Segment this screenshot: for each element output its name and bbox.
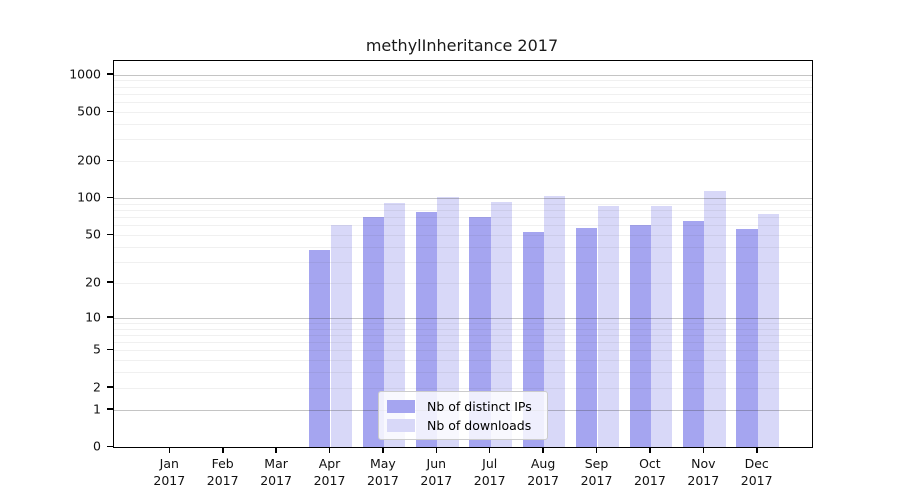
x-tick-label-jul: Jul 2017 — [473, 456, 506, 488]
y-tick-label-5: 5 — [93, 341, 101, 357]
bar-distinct-ips-sep — [576, 228, 598, 447]
y-tick-mark-2 — [107, 386, 113, 388]
y-tick-mark-500 — [107, 110, 113, 112]
y-tick-mark-1 — [107, 408, 113, 410]
x-tick-label-nov: Nov 2017 — [687, 456, 720, 488]
y-tick-mark-50 — [107, 233, 113, 236]
bar-distinct-ips-may — [362, 217, 384, 447]
x-tick-mark-nov — [702, 447, 704, 453]
y-tick-mark-200 — [107, 159, 113, 162]
bar-downloads-aug — [544, 195, 566, 447]
y-tick-label-1: 1 — [93, 401, 101, 417]
y-tick-label-100: 100 — [77, 189, 101, 205]
chart-title: methylInheritance 2017 — [365, 36, 559, 55]
y-tick-label-20: 20 — [85, 274, 101, 290]
bar-downloads-may — [383, 203, 406, 447]
x-tick-label-dec: Dec 2017 — [740, 456, 773, 488]
x-tick-mark-feb — [222, 447, 224, 453]
gridline-900 — [114, 80, 812, 82]
gridline-700 — [114, 93, 812, 95]
bar-distinct-ips-dec — [736, 229, 758, 447]
y-tick-label-200: 200 — [77, 152, 101, 168]
bar-distinct-ips-nov — [682, 221, 705, 447]
x-tick-label-sep: Sep 2017 — [580, 456, 613, 488]
x-tick-mark-aug — [542, 447, 544, 453]
bar-downloads-oct — [650, 206, 673, 447]
legend-label-downloads: Nb of downloads — [427, 417, 532, 433]
y-tick-mark-10 — [107, 316, 113, 318]
y-tick-mark-100 — [107, 196, 113, 199]
y-tick-label-10: 10 — [85, 309, 101, 325]
legend-swatch-distinct-ips-icon — [387, 399, 415, 413]
bar-distinct-ips-apr — [309, 249, 331, 447]
y-tick-label-2: 2 — [93, 379, 101, 395]
x-tick-mark-apr — [328, 447, 331, 453]
bar-distinct-ips-oct — [629, 225, 651, 447]
gridline-500 — [114, 112, 812, 113]
x-tick-mark-jun — [435, 447, 438, 453]
y-tick-label-500: 500 — [77, 103, 101, 119]
y-tick-label-50: 50 — [85, 226, 101, 242]
x-tick-label-oct: Oct 2017 — [633, 456, 666, 488]
legend-label-distinct-ips: Nb of distinct IPs — [427, 398, 532, 414]
x-tick-label-jan: Jan 2017 — [153, 456, 186, 488]
bar-downloads-jul — [490, 201, 513, 447]
x-tick-label-apr: Apr 2017 — [313, 456, 346, 488]
y-tick-mark-1000 — [107, 73, 113, 75]
x-tick-mark-sep — [595, 447, 598, 453]
x-tick-label-aug: Aug 2017 — [527, 456, 559, 488]
bar-downloads-apr — [330, 224, 352, 447]
legend: Nb of distinct IPs Nb of downloads — [378, 391, 548, 440]
bar-downloads-nov — [704, 190, 726, 447]
x-tick-label-mar: Mar 2017 — [260, 456, 292, 488]
legend-item-distinct-ips: Nb of distinct IPs — [379, 399, 547, 414]
x-tick-mark-may — [382, 447, 384, 453]
gridline-600 — [114, 102, 812, 104]
x-tick-mark-mar — [275, 447, 277, 453]
x-tick-label-feb: Feb 2017 — [206, 456, 239, 488]
y-tick-label-0: 0 — [93, 438, 101, 454]
legend-swatch-downloads-icon — [387, 418, 415, 432]
y-tick-mark-0 — [107, 445, 113, 447]
bar-distinct-ips-jul — [469, 217, 491, 447]
bar-distinct-ips-jun — [415, 212, 438, 447]
x-tick-label-may: May 2017 — [366, 456, 399, 488]
bar-downloads-sep — [597, 206, 619, 447]
gridline-400 — [114, 123, 812, 125]
x-tick-mark-oct — [649, 447, 651, 453]
x-tick-label-jun: Jun 2017 — [420, 456, 453, 488]
bar-downloads-dec — [757, 214, 780, 447]
gridline-800 — [114, 86, 812, 88]
legend-item-downloads: Nb of downloads — [379, 418, 547, 433]
x-tick-mark-jan — [168, 447, 171, 453]
x-tick-mark-jul — [488, 447, 491, 453]
bar-downloads-jun — [437, 197, 459, 447]
gridline-200 — [114, 161, 812, 163]
y-tick-mark-5 — [107, 348, 113, 351]
plot-area — [113, 60, 813, 448]
y-tick-mark-20 — [107, 281, 113, 283]
gridline-1000 — [114, 74, 812, 76]
y-tick-label-1000: 1000 — [69, 66, 101, 82]
gridline-300 — [114, 139, 812, 141]
x-tick-mark-dec — [756, 447, 758, 453]
